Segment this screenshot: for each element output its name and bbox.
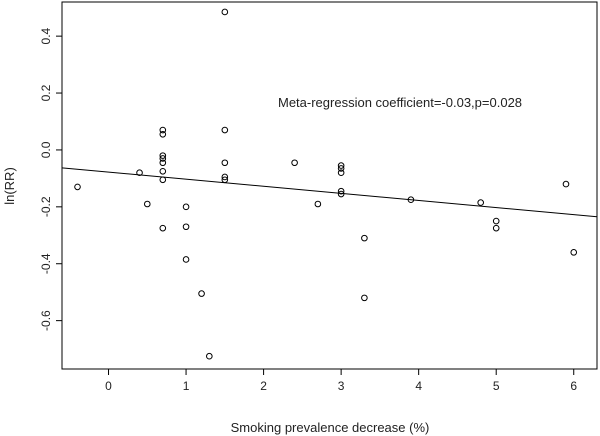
data-point (160, 168, 166, 174)
y-tick-label: 0.4 (39, 27, 53, 44)
plot-frame (62, 2, 597, 369)
x-tick-label: 0 (105, 379, 112, 393)
y-tick-label: -0.4 (39, 253, 53, 274)
x-tick-label: 2 (260, 379, 267, 393)
data-point (493, 225, 499, 231)
data-point (563, 181, 569, 187)
x-tick-label: 6 (570, 379, 577, 393)
x-axis: 0 1 2 3 4 5 6 (105, 369, 577, 393)
data-point (160, 225, 166, 231)
data-point (183, 257, 189, 263)
x-tick-label: 5 (493, 379, 500, 393)
y-tick-label: -0.6 (39, 310, 53, 331)
data-points (75, 9, 577, 359)
data-point (222, 9, 228, 15)
regression-line (62, 168, 597, 217)
data-point (222, 160, 228, 166)
y-tick-label: -0.2 (39, 196, 53, 217)
x-tick-label: 1 (183, 379, 190, 393)
data-point (315, 201, 321, 207)
data-point (160, 177, 166, 183)
data-point (75, 184, 81, 190)
data-point (362, 295, 368, 301)
data-point (183, 204, 189, 210)
data-point (493, 218, 499, 224)
x-tick-label: 4 (415, 379, 422, 393)
data-point (199, 291, 205, 297)
data-point (292, 160, 298, 166)
data-point (571, 250, 577, 256)
y-axis: -0.6 -0.4 -0.2 0.0 0.2 0.4 (39, 27, 62, 331)
regression-annotation: Meta-regression coefficient=-0.03,p=0.02… (278, 95, 522, 110)
y-tick-label: 0.2 (39, 84, 53, 101)
data-point (144, 201, 150, 207)
x-tick-label: 3 (338, 379, 345, 393)
data-point (183, 224, 189, 230)
x-axis-title: Smoking prevalence decrease (%) (231, 420, 430, 435)
data-point (207, 353, 213, 359)
data-point (478, 200, 484, 206)
data-point (362, 235, 368, 241)
data-point (222, 127, 228, 133)
y-tick-label: 0.0 (39, 141, 53, 158)
y-axis-title: ln(RR) (2, 167, 17, 205)
